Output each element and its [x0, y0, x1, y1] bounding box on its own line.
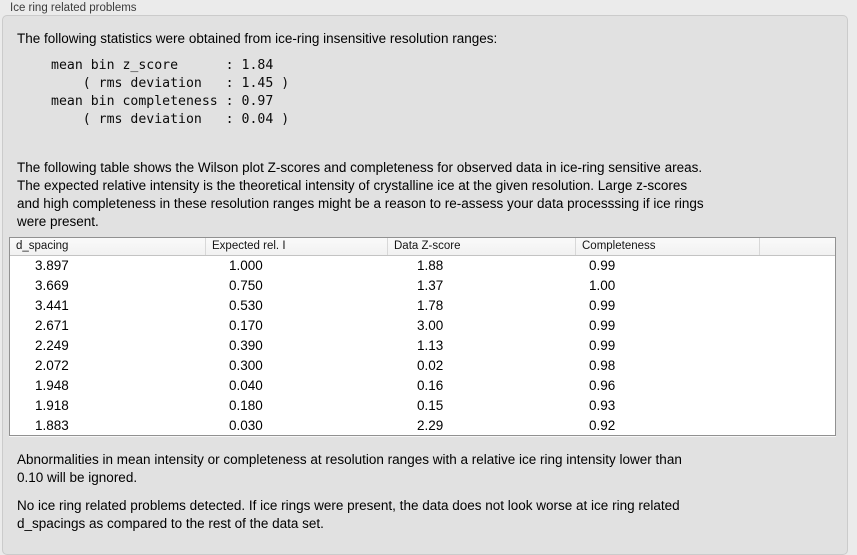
table-row[interactable]: 2.249 0.390 1.13 0.99 [10, 336, 835, 356]
table-cell: 1.00 [589, 278, 616, 294]
table-cell: 0.98 [589, 357, 616, 373]
table-cell: 0.180 [229, 397, 263, 413]
ignore-threshold-note: Abnormalities in mean intensity or compl… [17, 452, 682, 485]
table-cell: 0.99 [589, 338, 616, 353]
table-cell: 0.300 [229, 357, 263, 373]
table-row[interactable]: 2.671 0.170 3.00 0.99 [10, 316, 835, 336]
table-row[interactable]: 3.897 1.000 1.88 0.99 [10, 256, 835, 276]
table-cell: 1.37 [417, 278, 444, 294]
table-row[interactable]: 2.072 0.300 0.02 0.98 [10, 355, 835, 375]
table-cell: 0.96 [589, 377, 616, 393]
summary-stats-block: mean bin z_score : 1.84 ( rms deviation … [51, 58, 290, 127]
table-cell: 1.13 [417, 338, 444, 353]
intro-text: The following statistics were obtained f… [17, 31, 498, 46]
table-cell: 0.99 [589, 318, 616, 334]
table-row[interactable]: 1.883 0.030 2.29 0.92 [10, 415, 835, 435]
table-cell: 3.00 [417, 318, 444, 334]
table-cell: 1.883 [35, 417, 69, 433]
table-row[interactable]: 3.441 0.530 1.78 0.99 [10, 296, 835, 316]
table-cell: 0.99 [589, 298, 616, 314]
table-cell: 1.948 [35, 377, 69, 393]
table-cell: 0.92 [589, 417, 616, 433]
table-cell: 2.072 [35, 357, 69, 373]
table-cell: 0.750 [229, 278, 263, 294]
table-cell: 0.99 [589, 258, 616, 274]
table-cell: 0.390 [229, 338, 263, 353]
table-cell: 2.671 [35, 318, 69, 334]
table-body: 3.897 1.000 1.88 0.99 3.669 0.750 1.37 1.00 3.44… [10, 256, 835, 435]
table-cell: 1.88 [417, 258, 444, 274]
table-cell: 2.29 [417, 417, 444, 433]
table-cell: 1.78 [417, 298, 444, 314]
ice-ring-group-box: The following statistics were obtained f… [2, 15, 848, 555]
table-cell: 0.170 [229, 318, 263, 334]
table-cell: 3.441 [35, 298, 69, 314]
column-header-empty [759, 238, 835, 255]
table-cell: 0.030 [229, 417, 263, 433]
ice-ring-table: d_spacing Expected rel. I Data Z-score Comp… [9, 237, 836, 437]
column-header-data-z-score[interactable]: Data Z-score [387, 238, 575, 255]
table-cell: 0.530 [229, 298, 263, 314]
column-header-d-spacing[interactable]: d_spacing [16, 240, 69, 252]
group-box-label: Ice ring related problems [10, 2, 137, 14]
table-cell: 2.249 [35, 338, 69, 353]
table-cell: 0.16 [417, 377, 444, 393]
table-cell: 1.918 [35, 397, 69, 413]
table-cell: 0.93 [589, 397, 616, 413]
table-row[interactable]: 1.918 0.180 0.15 0.93 [10, 395, 835, 415]
table-row[interactable]: 1.948 0.040 0.16 0.96 [10, 375, 835, 395]
column-header-expected-rel-i[interactable]: Expected rel. I [205, 238, 387, 255]
table-cell: 3.897 [35, 258, 69, 274]
description-text: The following table shows the Wilson plo… [17, 160, 704, 229]
table-cell: 0.040 [229, 377, 263, 393]
table-row[interactable]: 3.669 0.750 1.37 1.00 [10, 276, 835, 296]
table-cell: 3.669 [35, 278, 69, 294]
column-header-completeness[interactable]: Completeness [575, 238, 759, 255]
table-header-row: d_spacing Expected rel. I Data Z-score Comp… [10, 238, 835, 256]
table-cell: 0.02 [417, 357, 444, 373]
table-cell: 0.15 [417, 397, 444, 413]
table-cell: 1.000 [229, 258, 263, 274]
conclusion-note: No ice ring related problems detected. I… [17, 498, 680, 531]
